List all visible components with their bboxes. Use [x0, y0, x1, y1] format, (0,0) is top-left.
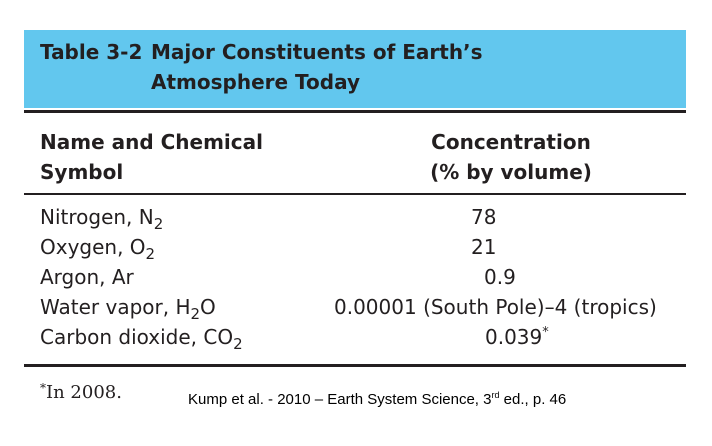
- column-header-name-line-1: Name and Chemical: [40, 130, 263, 154]
- table-row: Nitrogen, N2 78: [40, 202, 680, 232]
- table-number: Table 3-2: [40, 40, 143, 64]
- row-name: Nitrogen, N2: [40, 205, 164, 233]
- table-row: Oxygen, O2 21: [40, 232, 680, 262]
- table-title-text: Major Constituents of Earth’s: [151, 40, 483, 64]
- column-header-concentration: Concentration (% by volume): [426, 127, 596, 187]
- row-concentration: 21: [471, 235, 497, 259]
- column-header-name: Name and Chemical Symbol: [40, 127, 263, 187]
- column-header-concentration-line-2: (% by volume): [430, 160, 592, 184]
- column-header-name-line-2: Symbol: [40, 160, 124, 184]
- header-rule: [24, 193, 686, 195]
- row-name: Argon, Ar: [40, 265, 134, 289]
- source-citation: Kump et al. - 2010 – Earth System Scienc…: [188, 390, 567, 409]
- top-rule: [24, 110, 686, 113]
- table-title-banner: [24, 30, 686, 108]
- table-row: Water vapor, H2O 0.00001 (South Pole)–4 …: [40, 292, 680, 322]
- footnote-marker: *: [542, 325, 549, 340]
- row-name: Oxygen, O2: [40, 235, 156, 263]
- row-concentration: 0.00001 (South Pole)–4 (tropics): [334, 295, 657, 319]
- row-concentration: 78: [471, 205, 497, 229]
- column-header-concentration-line-1: Concentration: [431, 130, 591, 154]
- table-title-line-1: Table 3-2 Major Constituents of Earth’s: [40, 40, 483, 64]
- row-name: Water vapor, H2O: [40, 295, 216, 323]
- bottom-rule: [24, 364, 686, 367]
- row-concentration: 0.9: [484, 265, 516, 289]
- table-row: Carbon dioxide, CO2 0.039*: [40, 322, 680, 352]
- row-concentration: 0.039*: [485, 325, 549, 349]
- table-footnote: *In 2008.: [40, 381, 122, 403]
- table-title-line-2: Atmosphere Today: [151, 70, 360, 94]
- table-row: Argon, Ar 0.9: [40, 262, 680, 292]
- row-name: Carbon dioxide, CO2: [40, 325, 243, 353]
